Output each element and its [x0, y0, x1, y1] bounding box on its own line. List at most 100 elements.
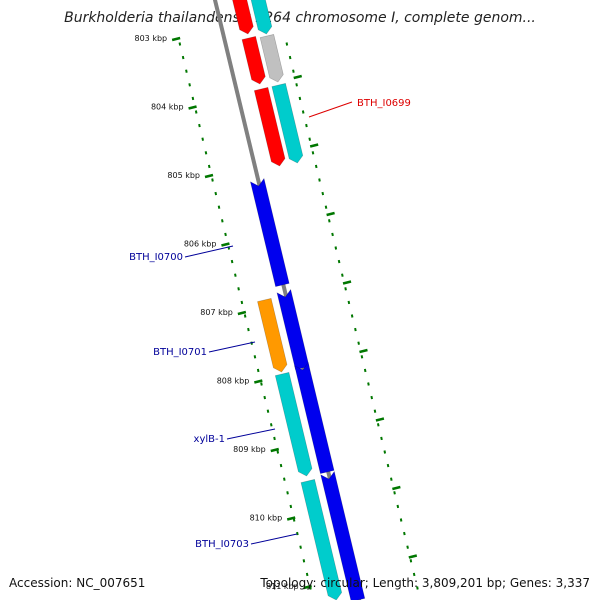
major-tick-right — [309, 143, 319, 148]
minor-tick — [354, 327, 357, 332]
tick-label: 806 kbp — [184, 240, 217, 249]
gene-arrow-red[interactable] — [241, 36, 266, 85]
gene-arrow-cyan[interactable] — [250, 0, 273, 35]
minor-tick — [328, 219, 331, 223]
minor-ticks-right — [285, 42, 419, 590]
gene-arrow-orange[interactable] — [257, 298, 288, 373]
tick-label: 807 kbp — [200, 308, 233, 317]
minor-tick — [299, 545, 302, 549]
minor-tick — [298, 96, 302, 101]
minor-tick — [247, 327, 250, 332]
gene-labels[interactable]: BTH_I0699 BTH_I0700 BTH_I0701 xylB-1 BTH_I07… — [129, 98, 411, 550]
minor-tick — [305, 123, 308, 128]
minor-tick — [370, 395, 374, 400]
gene-label[interactable]: BTH_I0699 — [357, 98, 411, 109]
gene-arrow-blue[interactable] — [294, 361, 335, 474]
minor-tick — [341, 273, 344, 277]
minor-tick — [273, 436, 276, 441]
minor-tick — [263, 395, 267, 400]
minor-tick — [253, 355, 257, 359]
minor-tick — [308, 137, 311, 141]
gene-arrow-blue[interactable] — [249, 177, 290, 287]
gene-arrow-grey[interactable] — [259, 34, 284, 83]
minor-tick — [301, 110, 305, 114]
gene-label-leader — [250, 533, 298, 545]
gene-features[interactable] — [232, 0, 366, 600]
minor-tick — [181, 55, 185, 60]
minor-tick — [221, 219, 224, 223]
gene-arrow-red[interactable] — [232, 0, 254, 35]
minor-tick — [412, 572, 416, 577]
gene-arrow-red[interactable] — [253, 87, 286, 167]
major-tick-left — [254, 379, 263, 384]
minor-tick — [295, 83, 298, 87]
minor-tick — [376, 423, 380, 427]
minor-tick — [311, 151, 315, 155]
minor-tick — [289, 504, 293, 509]
minor-tick — [243, 314, 247, 318]
minor-tick — [386, 463, 390, 468]
minor-tick — [185, 69, 188, 73]
tick-label: 805 kbp — [167, 171, 200, 180]
major-tick-right — [326, 211, 335, 217]
minor-tick — [191, 96, 195, 101]
minor-tick — [318, 178, 321, 182]
tick-label: 808 kbp — [217, 377, 250, 386]
major-tick-left — [237, 310, 247, 316]
major-tick-left — [286, 516, 296, 521]
gene-label-leader — [184, 245, 234, 258]
minor-tick — [194, 110, 198, 114]
minor-tick — [286, 491, 289, 495]
minor-tick — [331, 232, 334, 237]
minor-tick — [211, 178, 214, 182]
minor-tick — [276, 450, 280, 454]
minor-tick — [337, 259, 341, 264]
minor-tick — [230, 259, 234, 264]
minor-tick — [406, 545, 409, 549]
minor-tick — [224, 232, 227, 237]
minor-tick — [357, 341, 360, 345]
minor-tick — [240, 300, 244, 305]
minor-tick — [285, 42, 289, 46]
gene-label[interactable]: BTH_I0703 — [195, 539, 249, 550]
tick-label: 803 kbp — [135, 34, 168, 43]
minor-tick — [403, 531, 406, 536]
minor-tick — [269, 423, 273, 427]
minor-tick — [207, 164, 211, 169]
minor-tick — [292, 69, 295, 73]
minor-tick — [283, 477, 286, 481]
minor-tick — [360, 355, 364, 359]
gene-label[interactable]: BTH_I0700 — [129, 252, 183, 263]
minor-tick — [321, 191, 325, 196]
minor-tick — [396, 504, 400, 509]
minor-tick — [217, 205, 221, 209]
major-tick-right — [293, 74, 303, 80]
minor-tick — [188, 83, 191, 87]
gene-arrow-blue[interactable] — [320, 470, 366, 600]
minor-tick — [204, 151, 208, 155]
major-ticks: 803 kbp 804 kbp 805 kbp 806 kbp 807 kbp 808 k… — [135, 34, 418, 591]
minor-tick — [390, 477, 393, 481]
gene-arrow-cyan[interactable] — [271, 83, 304, 164]
minor-ticks-left — [178, 42, 312, 590]
major-tick-left — [221, 242, 230, 247]
major-tick-left — [204, 173, 214, 179]
tick-label: 811 kbp — [266, 582, 299, 591]
minor-tick — [288, 55, 292, 60]
minor-tick — [178, 42, 182, 46]
gene-arrow-cyan[interactable] — [300, 479, 343, 600]
minor-tick — [344, 287, 347, 291]
accession-text: Accession: NC_007651 — [9, 576, 146, 590]
major-tick-left — [303, 584, 312, 590]
gene-label[interactable]: BTH_I0701 — [153, 347, 207, 358]
gene-arrow-cyan[interactable] — [274, 372, 313, 477]
tick-label: 809 kbp — [233, 445, 266, 454]
minor-tick — [324, 205, 328, 209]
tick-label: 810 kbp — [250, 514, 283, 523]
minor-tick — [260, 382, 263, 386]
minor-tick — [350, 314, 354, 318]
tick-label: 804 kbp — [151, 103, 184, 112]
minor-tick — [296, 531, 299, 536]
gene-label[interactable]: xylB-1 — [194, 434, 225, 445]
